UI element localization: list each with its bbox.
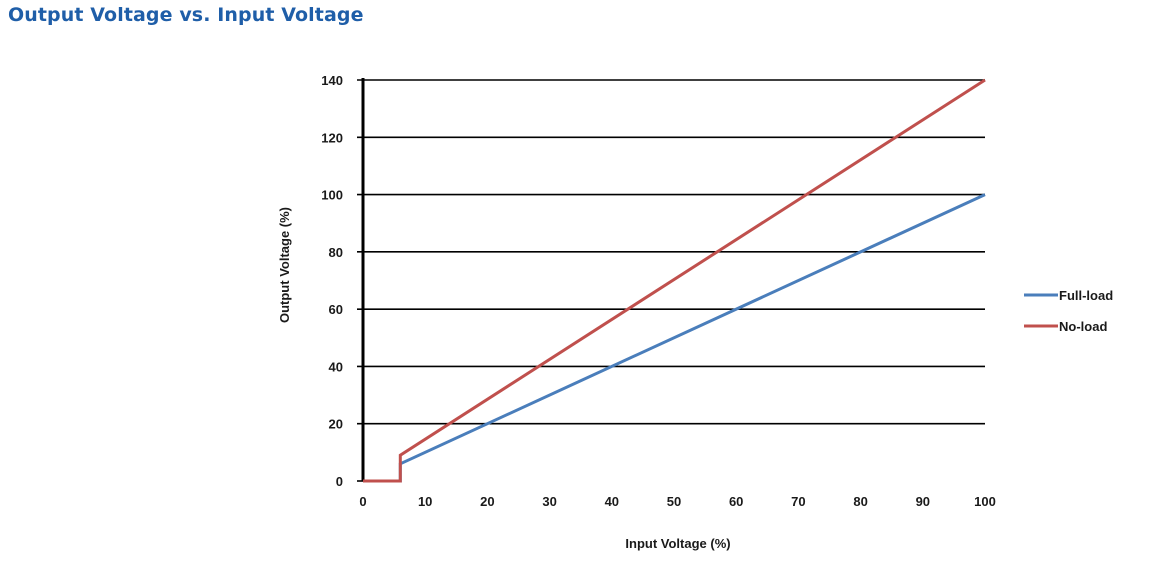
x-axis-label: Input Voltage (%) <box>625 536 730 551</box>
y-tick-label: 140 <box>321 73 343 88</box>
y-axis-label: Output Voltage (%) <box>277 207 292 323</box>
series-line-no-load <box>363 78 986 483</box>
x-tick-label: 50 <box>667 494 681 509</box>
series-line-full-load <box>363 193 986 483</box>
series-lines <box>363 78 986 483</box>
x-tick-label: 80 <box>853 494 867 509</box>
x-tick-label: 20 <box>480 494 494 509</box>
x-tick-label: 100 <box>974 494 996 509</box>
y-tick-label: 0 <box>336 474 343 489</box>
x-tick-label: 30 <box>542 494 556 509</box>
y-tick-label: 80 <box>329 245 343 260</box>
y-tick-label: 120 <box>321 130 343 145</box>
legend: Full-load No-load <box>1024 288 1113 334</box>
grid-lines <box>357 79 985 425</box>
x-tick-label: 0 <box>359 494 366 509</box>
legend-label: No-load <box>1059 319 1107 334</box>
x-tick-label: 10 <box>418 494 432 509</box>
x-tick-label: 90 <box>916 494 930 509</box>
page-title: Output Voltage vs. Input Voltage <box>8 4 364 26</box>
y-tick-label: 20 <box>329 417 343 432</box>
x-tick-label: 40 <box>605 494 619 509</box>
y-tick-label: 100 <box>321 188 343 203</box>
y-tick-label: 40 <box>329 359 343 374</box>
legend-label: Full-load <box>1059 288 1113 303</box>
axis-labels: Input Voltage (%) Output Voltage (%) <box>277 207 731 551</box>
axes <box>357 78 365 482</box>
y-tick-label: 60 <box>329 302 343 317</box>
x-tick-label: 70 <box>791 494 805 509</box>
x-tick-label: 60 <box>729 494 743 509</box>
tick-labels: 0 20 40 60 80 100 120 140 0 10 20 30 40 50 60 70 80 90 100 <box>321 73 996 509</box>
